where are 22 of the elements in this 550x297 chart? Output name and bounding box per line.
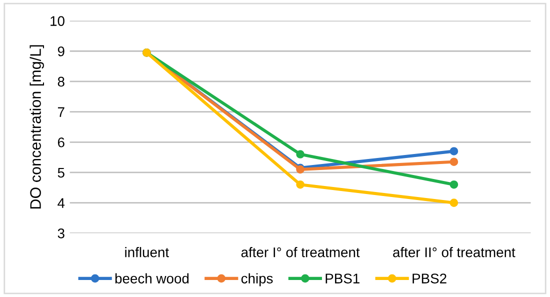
y-tick-label: 7 (58, 107, 64, 117)
y-tick-label: 5 (58, 168, 64, 178)
legend-label: PBS2 (412, 274, 446, 284)
point (450, 198, 458, 207)
legend-label: PBS1 (326, 274, 360, 284)
point (296, 180, 304, 189)
point (450, 158, 458, 166)
legend-label: beech wood (115, 273, 189, 284)
y-tick-label: 4 (58, 198, 65, 208)
y-tick-label: 3 (58, 228, 64, 238)
legend-label: chips (241, 273, 273, 286)
x-tick-label: after I° of treatment (241, 247, 360, 258)
point (296, 150, 304, 158)
y-tick-label: 6 (58, 137, 64, 148)
point (450, 180, 458, 189)
x-tick-label: influent (125, 247, 169, 258)
y-tick-label: 8 (58, 76, 64, 87)
y-axis-title: DO concentration [mg/L] (30, 45, 44, 208)
y-tick-label: 9 (58, 46, 64, 56)
point (450, 147, 458, 156)
x-tick-label: after II° of treatment (393, 247, 516, 258)
y-tick-label: 10 (50, 16, 64, 26)
